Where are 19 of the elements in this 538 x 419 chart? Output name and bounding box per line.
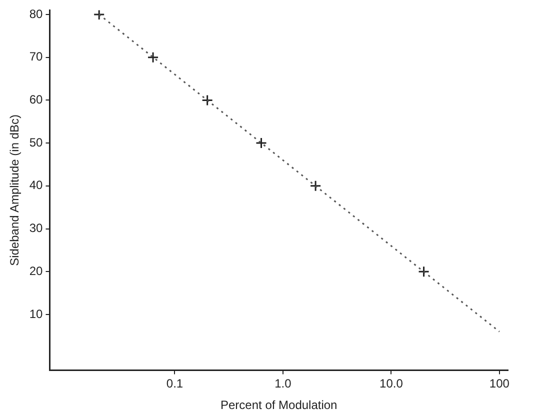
x-tick-label: 100 — [489, 376, 510, 391]
y-tick-label: 40 — [29, 178, 44, 192]
point — [147, 52, 159, 64]
y-tick-label: 10 — [29, 306, 44, 321]
x-tick-label: 10.0 — [380, 376, 404, 391]
y-tick-label: 70 — [29, 50, 44, 64]
y-tick-label: 60 — [29, 92, 44, 107]
point — [93, 10, 105, 20]
y-axis-title: Sideband Amplitude (in dBc) — [8, 114, 22, 266]
x-tick-label: 0.1 — [166, 376, 184, 391]
y-tick-label: 50 — [29, 135, 44, 150]
x-tick-label: 1.0 — [274, 376, 292, 391]
point — [202, 94, 214, 106]
y-tick-label: 80 — [29, 6, 44, 21]
point — [310, 180, 322, 192]
y-tick-label: 30 — [29, 221, 44, 236]
x-axis-title: Percent of Modulation — [220, 398, 338, 412]
y-tick-label: 20 — [29, 264, 44, 278]
point — [256, 137, 268, 149]
